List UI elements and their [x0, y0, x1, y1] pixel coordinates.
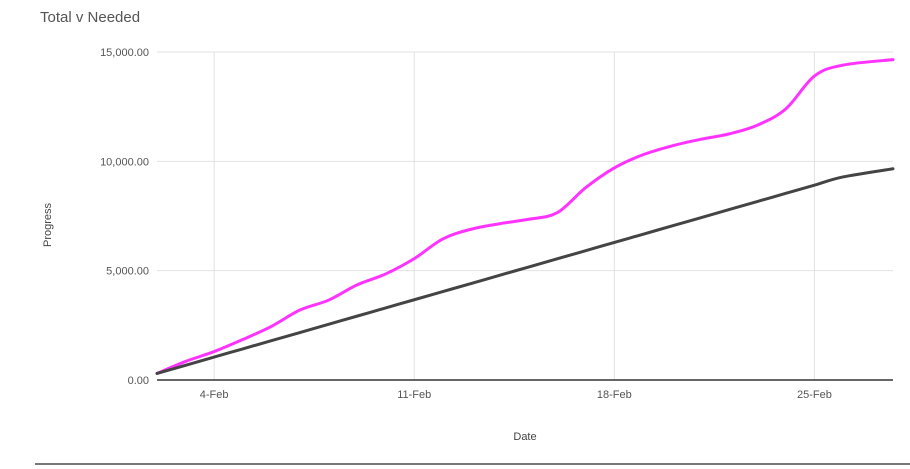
x-tick-label: 11-Feb — [397, 389, 431, 401]
bottom-divider — [35, 463, 910, 465]
y-tick-label: 5,000.00 — [106, 266, 149, 278]
x-axis-label: Date — [513, 431, 536, 443]
series-lines — [155, 58, 895, 375]
chart-title: Total v Needed — [40, 9, 141, 26]
gridlines — [157, 51, 893, 380]
y-tick-label: 10,000.00 — [100, 156, 149, 168]
y-tick-label: 0.00 — [128, 375, 149, 387]
y-axis-ticks: 0.00 5,000.00 10,000.00 15,000.00 — [100, 47, 149, 387]
series-line-total — [155, 58, 895, 375]
y-axis-label: Progress — [42, 202, 54, 247]
x-tick-label: 25-Feb — [797, 389, 832, 401]
x-axis-ticks: 4-Feb 11-Feb 18-Feb 25-Feb — [200, 389, 832, 401]
x-tick-label: 18-Feb — [597, 389, 632, 401]
x-tick-label: 4-Feb — [200, 389, 229, 401]
series-line-needed — [155, 167, 895, 375]
y-tick-label: 15,000.00 — [100, 47, 149, 59]
